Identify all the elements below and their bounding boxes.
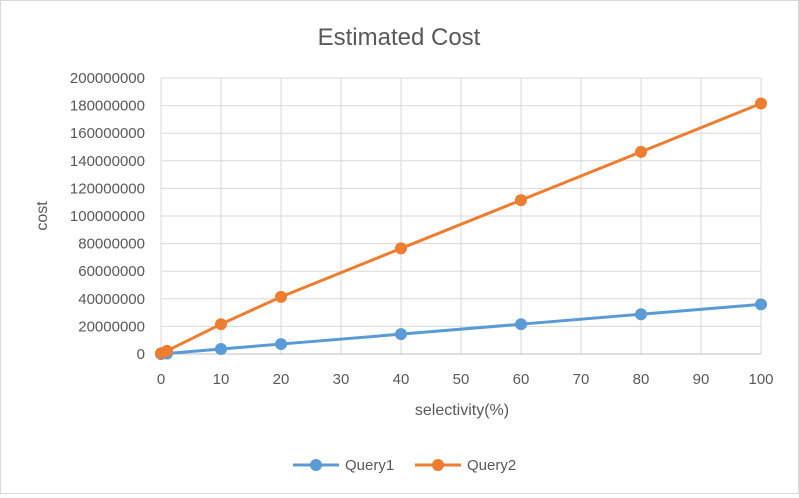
series-group — [155, 97, 767, 360]
x-axis-label: selectivity(%) — [415, 402, 509, 419]
legend-item-query1: Query1 — [293, 457, 394, 474]
series-line — [160, 302, 762, 356]
data-point — [635, 145, 647, 158]
chart-title: Estimated Cost — [318, 24, 481, 51]
series-line — [160, 102, 762, 355]
x-tick-label: 30 — [333, 371, 350, 388]
data-point — [215, 318, 227, 331]
x-tick-label: 100 — [748, 371, 773, 388]
data-point — [515, 318, 527, 331]
y-tick-label: 40000000 — [78, 291, 145, 308]
x-tick-label: 20 — [273, 371, 290, 388]
data-point — [161, 344, 173, 357]
y-tick-label: 100000000 — [70, 208, 145, 225]
y-tick-label: 60000000 — [78, 263, 145, 280]
data-point — [515, 194, 527, 207]
legend-item-query2: Query2 — [415, 457, 516, 474]
y-tick-label: 20000000 — [78, 318, 145, 335]
data-point — [395, 328, 407, 341]
y-tick-label: 140000000 — [70, 153, 145, 170]
y-tick-label: 120000000 — [70, 180, 145, 197]
data-point — [215, 343, 227, 356]
x-tick-label: 80 — [633, 371, 650, 388]
data-point — [275, 290, 287, 303]
x-tick-label: 10 — [213, 371, 230, 388]
x-tick-label: 90 — [693, 371, 710, 388]
legend-label: Query2 — [467, 457, 516, 474]
y-axis-ticks: 0 20000000 40000000 60000000 80000000 1000000… — [70, 70, 145, 363]
data-point — [755, 298, 767, 311]
x-tick-label: 50 — [453, 371, 470, 388]
y-tick-label: 0 — [137, 346, 145, 363]
data-point — [635, 308, 647, 321]
legend-swatch-marker — [432, 459, 444, 471]
data-point — [755, 97, 767, 110]
data-point — [395, 242, 407, 255]
y-tick-label: 180000000 — [70, 98, 145, 115]
x-axis-ticks: 0 10 20 30 40 50 60 70 80 90 100 — [157, 371, 774, 388]
x-tick-label: 60 — [513, 371, 530, 388]
x-tick-label: 0 — [157, 371, 165, 388]
x-tick-label: 70 — [573, 371, 590, 388]
legend: Query1 Query2 — [293, 457, 516, 474]
y-tick-label: 160000000 — [70, 125, 145, 142]
x-tick-label: 40 — [393, 371, 410, 388]
y-axis-label: cost — [34, 201, 51, 231]
series-query2 — [155, 97, 767, 360]
data-point — [275, 338, 287, 351]
y-tick-label: 80000000 — [78, 236, 145, 253]
legend-label: Query1 — [345, 457, 394, 474]
legend-swatch-marker — [310, 459, 322, 471]
y-tick-label: 200000000 — [70, 70, 145, 87]
